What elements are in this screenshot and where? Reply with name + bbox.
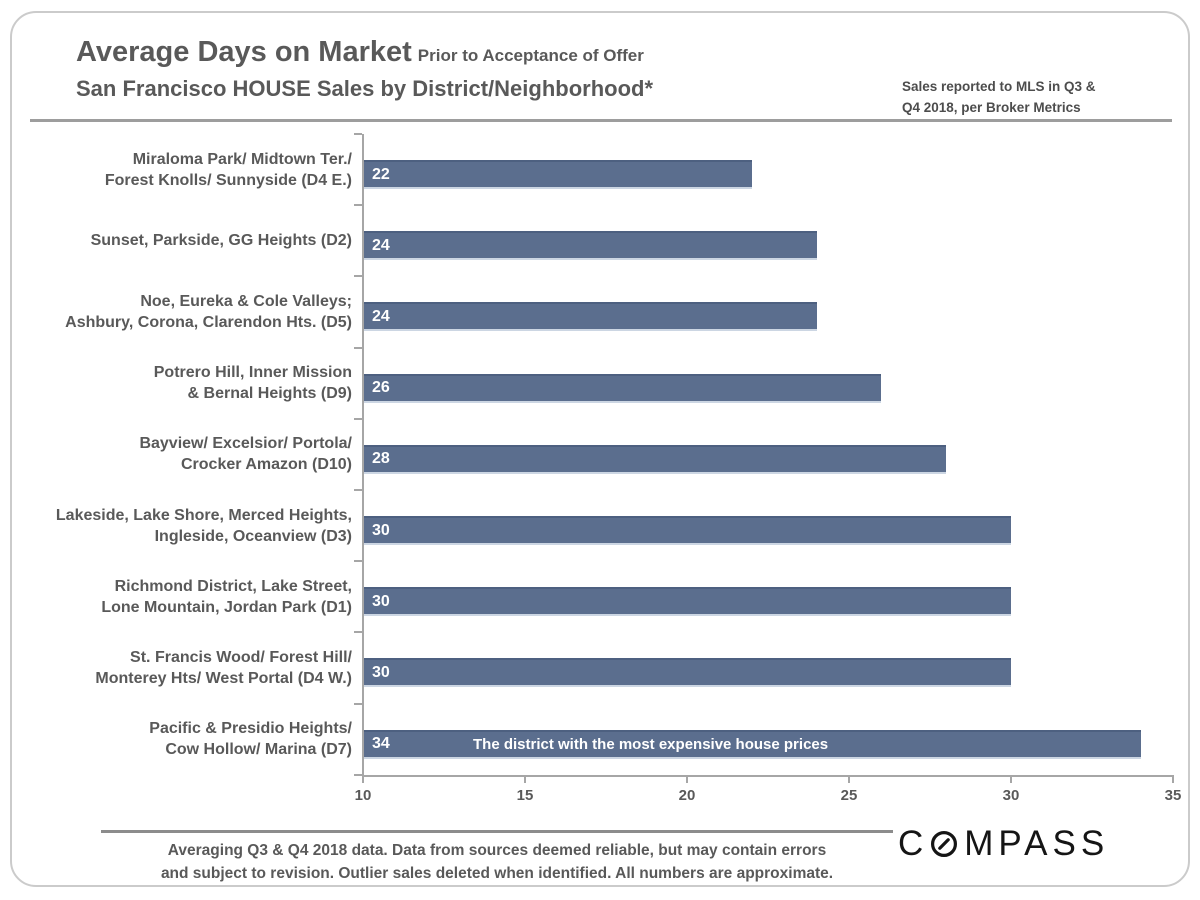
x-axis-tick-label: 20 — [678, 787, 696, 804]
bar: 30 — [363, 516, 1011, 545]
category-label-line: Pacific & Presidio Heights/ — [149, 720, 352, 738]
category-label-line: Crocker Amazon (D10) — [180, 456, 352, 474]
category-label-line: Miraloma Park/ Midtown Ter./ — [132, 150, 352, 168]
x-axis-tick — [1172, 775, 1174, 783]
bar-value-label: 22 — [372, 165, 390, 183]
y-axis-tick — [354, 773, 362, 776]
y-axis-tick — [354, 702, 362, 705]
category-label: Richmond District, Lake Street, Lone Moun… — [16, 561, 352, 632]
x-axis-tick — [524, 775, 526, 783]
category-label: Pacific & Presidio Heights/Cow Hollow/ M… — [16, 704, 352, 775]
bar: 24 — [363, 302, 817, 332]
chart-row: Miraloma Park/ Midtown Ter./ Forest Knoll… — [0, 134, 1200, 205]
chart-row: Bayview/ Excelsior/ Portola/Crocker Amaz… — [0, 419, 1200, 490]
category-label-line: Ashbury, Corona, Clarendon Hts. (D5) — [65, 313, 352, 331]
category-label-line: Forest Knolls/ Sunnyside (D4 E.) — [104, 171, 352, 189]
title-main: Average Days on Market — [76, 36, 412, 68]
category-label-line: Noe, Eureka & Cole Valleys; — [140, 292, 352, 310]
category-label-line: & Bernal Heights (D9) — [187, 385, 352, 403]
chart-row: Potrero Hill, Inner Mission & Bernal Heig… — [0, 348, 1200, 419]
chart-row: Sunset, Parkside, GG Heights (D2) 24 — [0, 205, 1200, 276]
bar: 24 — [363, 231, 817, 261]
category-label: St. Francis Wood/ Forest Hill/Monterey H… — [16, 632, 352, 703]
bar-value-label: 30 — [372, 521, 390, 539]
y-axis-tick — [354, 275, 362, 278]
category-label-line: Potrero Hill, Inner Mission — [153, 364, 352, 382]
x-axis-tick — [362, 775, 364, 783]
bar: 26 — [363, 373, 882, 403]
x-axis-line — [362, 775, 1174, 777]
bar: 34 The district with the most expensive h… — [363, 729, 1141, 759]
bar-value-label: 28 — [372, 450, 390, 468]
x-axis-tick-label: 15 — [516, 787, 534, 804]
bar: 30 — [363, 587, 1011, 617]
footer-divider — [101, 830, 893, 833]
bar-value-label: 30 — [372, 663, 390, 681]
y-axis-tick — [354, 346, 362, 349]
chart-row: Lakeside, Lake Shore, Merced Heights, Ing… — [0, 490, 1200, 561]
chart-row: St. Francis Wood/ Forest Hill/Monterey H… — [0, 632, 1200, 703]
x-axis-tick-label: 30 — [1002, 787, 1020, 804]
category-label-line: Lone Mountain, Jordan Park (D1) — [101, 598, 352, 616]
bar: 28 — [363, 444, 947, 474]
chart-row: Noe, Eureka & Cole Valleys; Ashbury, Coro… — [0, 276, 1200, 347]
source-note-line2: Q4 2018, per Broker Metrics — [902, 100, 1081, 115]
category-label: Sunset, Parkside, GG Heights (D2) — [16, 205, 352, 276]
x-axis-tick — [686, 775, 688, 783]
category-label-line: Richmond District, Lake Street, — [114, 577, 352, 595]
chart-title-block: Average Days on Market Prior to Acceptanc… — [76, 36, 653, 103]
compass-needle-icon — [931, 831, 958, 857]
x-axis-tick — [848, 775, 850, 783]
logo-text-start: C — [898, 824, 929, 863]
y-axis-tick — [354, 631, 362, 634]
category-label-line: Lakeside, Lake Shore, Merced Heights, — [55, 506, 352, 524]
x-axis-tick-label: 35 — [1164, 787, 1182, 804]
bar: 30 — [363, 658, 1011, 688]
chart-row: Pacific & Presidio Heights/Cow Hollow/ M… — [0, 704, 1200, 775]
page-subtitle: San Francisco HOUSE Sales by District/Ne… — [76, 76, 654, 101]
bar-value-label: 24 — [372, 307, 390, 325]
y-axis-tick — [354, 489, 362, 491]
disclaimer-text: Averaging Q3 & Q4 2018 data. Data from s… — [101, 839, 893, 885]
bar-value-label: 26 — [372, 379, 390, 397]
disclaimer-line1: Averaging Q3 & Q4 2018 data. Data from s… — [167, 842, 827, 859]
source-note-line1: Sales reported to MLS in Q3 & — [902, 79, 1096, 94]
category-label: Potrero Hill, Inner Mission & Bernal Heig… — [16, 348, 352, 419]
category-label: Noe, Eureka & Cole Valleys; Ashbury, Coro… — [16, 276, 352, 347]
category-label-line: Sunset, Parkside, GG Heights (D2) — [90, 232, 352, 250]
title-qualifier: Prior to Acceptance of Offer — [417, 46, 644, 65]
y-axis-tick — [354, 417, 362, 420]
bar-value-label: 30 — [372, 592, 390, 610]
chart-row: Richmond District, Lake Street, Lone Moun… — [0, 561, 1200, 632]
x-axis-tick-label: 25 — [840, 787, 858, 804]
category-label-line: Cow Hollow/ Marina (D7) — [165, 741, 352, 759]
x-axis-tick-label: 10 — [354, 787, 372, 804]
source-note: Sales reported to MLS in Q3 & Q4 2018, p… — [902, 76, 1162, 118]
bar: 22 — [363, 160, 752, 189]
category-label-line: St. Francis Wood/ Forest Hill/ — [130, 648, 352, 666]
y-axis-tick — [354, 133, 362, 135]
y-axis-tick — [354, 560, 362, 563]
disclaimer-line2: and subject to revision. Outlier sales d… — [160, 865, 834, 882]
category-label: Miraloma Park/ Midtown Ter./ Forest Knoll… — [16, 134, 352, 205]
bar-value-label: 24 — [372, 236, 390, 254]
y-axis-line — [362, 134, 364, 775]
x-axis-tick — [1010, 775, 1012, 783]
y-axis-tick — [354, 204, 362, 207]
category-label-line: Ingleside, Oceanview (D3) — [154, 527, 352, 545]
compass-logo: C MPASS — [898, 824, 1109, 864]
category-label-line: Bayview/ Excelsior/ Portola/ — [139, 435, 352, 453]
category-label: Bayview/ Excelsior/ Portola/Crocker Amaz… — [16, 419, 352, 490]
bar-chart: Miraloma Park/ Midtown Ter./ Forest Knoll… — [0, 133, 1200, 804]
header-divider — [30, 119, 1172, 122]
card-border — [10, 11, 1190, 887]
category-label-line: Monterey Hts/ West Portal (D4 W.) — [95, 669, 352, 687]
logo-text-end: MPASS — [964, 824, 1110, 863]
category-label: Lakeside, Lake Shore, Merced Heights, Ing… — [16, 490, 352, 561]
bar-value-label: 34 — [372, 735, 390, 753]
page-title: Average Days on Market Prior to Acceptanc… — [76, 36, 653, 72]
bar-annotation: The district with the most expensive hou… — [473, 735, 829, 753]
